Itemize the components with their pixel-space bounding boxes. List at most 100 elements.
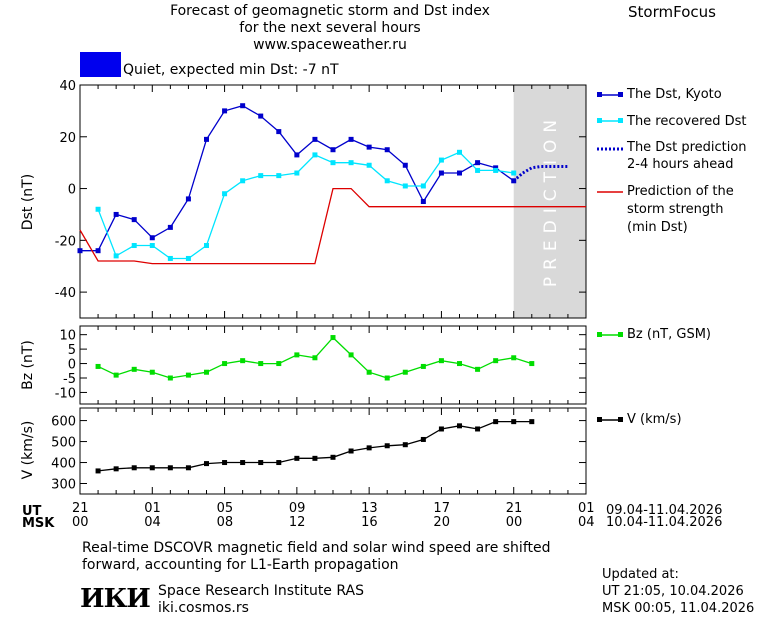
prediction-zone <box>513 85 586 318</box>
v-point <box>366 445 372 451</box>
dst-point <box>131 217 137 223</box>
dst-ylabel: Dst (nT) <box>20 174 36 230</box>
v-point <box>348 448 354 454</box>
msk-tick-7: 04 <box>578 515 595 530</box>
bz-ytick-label: -5 <box>63 372 76 387</box>
msk-tick-6: 00 <box>505 515 523 530</box>
legend-bz: Bz (nT, GSM) <box>627 327 712 342</box>
msk-range: 10.04-11.04.2026 <box>606 515 723 530</box>
bz-point <box>294 352 300 358</box>
dst-point <box>167 224 173 230</box>
dst-point <box>113 211 119 217</box>
bz-point <box>475 366 481 372</box>
bz-point <box>384 375 390 381</box>
dst-point <box>204 243 209 249</box>
bz-ytick-label: 0 <box>68 358 76 373</box>
dst-panel: 40 20 0 -20 -40 Dst (nT) <box>20 79 587 319</box>
dst-point <box>420 199 426 204</box>
dst-point <box>185 196 191 202</box>
dst-point <box>438 170 444 176</box>
v-ytick-label: 400 <box>51 457 76 472</box>
msk-tick-5: 20 <box>433 515 450 530</box>
v-point <box>276 460 282 466</box>
v-point <box>185 465 191 471</box>
bz-point <box>438 358 444 364</box>
legend-dst-kyoto: The Dst, Kyoto <box>627 87 722 102</box>
dst-point <box>276 129 282 135</box>
bz-point <box>529 361 535 367</box>
dst-point <box>276 173 282 179</box>
dst-point <box>77 248 83 254</box>
dst-point <box>493 167 499 173</box>
dst-point <box>131 243 137 249</box>
msk-label: MSK <box>22 516 55 531</box>
dst-point <box>204 136 209 142</box>
dst-point <box>402 162 408 168</box>
ut-tick-3: 09 <box>288 501 306 516</box>
ut-range: 09.04-11.04.2026 <box>606 503 723 518</box>
site-url: www.spaceweather.ru <box>253 37 407 53</box>
bz-point <box>149 369 155 375</box>
dst-point <box>240 103 246 109</box>
legend-strength-1: Prediction of the <box>627 184 734 199</box>
brand-name: StormFocus <box>628 3 716 21</box>
v-series-0-line <box>98 420 532 472</box>
bz-point <box>420 363 426 369</box>
legend-recovered: The recovered Dst <box>627 114 747 129</box>
ut-tick-2: 05 <box>216 501 234 516</box>
dst-ytick-label: 40 <box>59 79 76 94</box>
dst-point <box>312 152 318 158</box>
v-point <box>222 460 228 466</box>
bz-point <box>240 358 246 364</box>
v-point <box>330 454 336 460</box>
bz-ytick-label: 10 <box>59 329 76 344</box>
v-point <box>384 443 390 449</box>
dst-series-2-line <box>512 165 568 182</box>
bz-point <box>276 361 282 367</box>
dst-ytick-label: 0 <box>68 183 76 198</box>
bz-point <box>113 372 119 378</box>
dst-series-1-line <box>97 151 514 260</box>
bz-point <box>493 358 499 364</box>
dst-series-0-line <box>80 104 515 252</box>
bz-point <box>204 369 209 375</box>
v-point <box>167 465 173 471</box>
updated-msk: MSK 00:05, 11.04.2026 <box>602 601 755 616</box>
legend-prediction-1: The Dst prediction <box>627 140 747 155</box>
bz-ylabel: Bz (nT) <box>20 340 36 390</box>
v-point <box>457 423 462 429</box>
bz-point <box>330 335 336 341</box>
ut-tick-7: 01 <box>578 501 595 516</box>
legend-v: V (km/s) <box>627 412 682 427</box>
org-name: Space Research Institute RAS <box>158 583 364 599</box>
v-point <box>95 468 101 474</box>
org-site[interactable]: iki.cosmos.rs <box>158 600 249 616</box>
dst-point <box>438 157 444 163</box>
msk-tick-0: 00 <box>72 515 89 530</box>
msk-tick-3: 12 <box>288 515 306 530</box>
legend-symbols <box>597 92 623 193</box>
dst-point <box>348 136 354 142</box>
bz-point <box>366 369 372 375</box>
legend-strength-2: storm strength <box>627 202 724 217</box>
v-ytick-label: 500 <box>51 436 76 451</box>
ut-tick-1: 01 <box>144 501 161 516</box>
v-point <box>475 426 481 432</box>
v-point <box>204 461 209 467</box>
bz-point <box>185 372 191 378</box>
bz-ytick-label: 5 <box>68 343 76 358</box>
bz-point <box>258 361 264 367</box>
legend-strength-3: (min Dst) <box>627 220 688 235</box>
dst-point <box>312 136 318 142</box>
v-panel: 600 500 400 300 V (km/s) <box>20 407 587 495</box>
bz-point <box>348 352 354 358</box>
dst-point <box>167 255 173 261</box>
dst-ytick-label: -40 <box>55 286 76 301</box>
note-line1: Real-time DSCOVR magnetic field and sola… <box>82 540 551 556</box>
msk-tick-1: 04 <box>144 515 161 530</box>
dst-point <box>457 170 462 176</box>
dst-point <box>240 178 246 184</box>
chart-title-line1: Forecast of geomagnetic storm and Dst in… <box>170 3 490 19</box>
ut-label: UT <box>22 504 42 519</box>
dst-point <box>384 147 390 153</box>
